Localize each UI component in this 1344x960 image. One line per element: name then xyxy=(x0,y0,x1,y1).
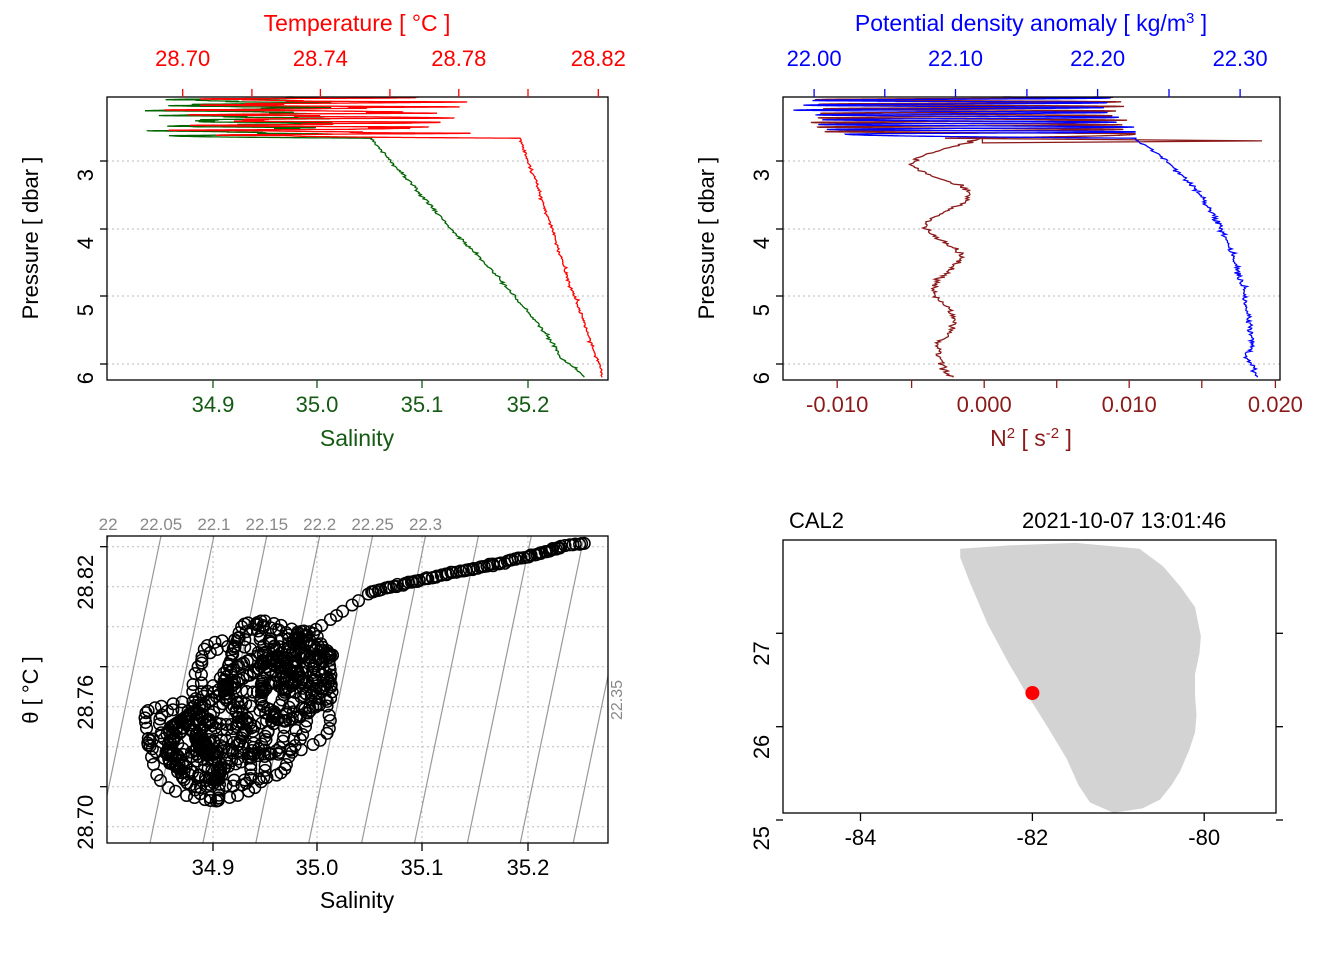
svg-text:28.70: 28.70 xyxy=(155,46,210,71)
svg-text:22.1: 22.1 xyxy=(197,515,230,534)
svg-text:22.20: 22.20 xyxy=(1070,46,1125,71)
svg-text:2021-10-07 13:01:46: 2021-10-07 13:01:46 xyxy=(1022,508,1226,533)
svg-text:22.10: 22.10 xyxy=(928,46,983,71)
svg-text:-80: -80 xyxy=(1188,825,1220,850)
svg-text:Salinity: Salinity xyxy=(320,887,395,913)
svg-text:35.0: 35.0 xyxy=(296,392,339,417)
svg-text:6: 6 xyxy=(749,372,774,384)
svg-text:22.3: 22.3 xyxy=(409,515,442,534)
svg-text:0.000: 0.000 xyxy=(957,392,1012,417)
svg-text:3: 3 xyxy=(73,169,98,181)
svg-text:35.1: 35.1 xyxy=(401,855,444,880)
svg-text:26: 26 xyxy=(749,735,774,759)
svg-text:34.9: 34.9 xyxy=(192,855,235,880)
svg-text:0.020: 0.020 xyxy=(1248,392,1303,417)
svg-text:Salinity: Salinity xyxy=(320,425,395,451)
svg-text:28.82: 28.82 xyxy=(73,555,98,610)
svg-text:22.30: 22.30 xyxy=(1213,46,1268,71)
svg-text:6: 6 xyxy=(73,372,98,384)
svg-text:34.9: 34.9 xyxy=(192,392,235,417)
svg-text:22.05: 22.05 xyxy=(140,515,183,534)
svg-text:-82: -82 xyxy=(1017,825,1049,850)
svg-text:22.15: 22.15 xyxy=(246,515,289,534)
svg-text:22.25: 22.25 xyxy=(351,515,394,534)
svg-text:35.1: 35.1 xyxy=(401,392,444,417)
svg-text:28.82: 28.82 xyxy=(571,46,626,71)
svg-text:-84: -84 xyxy=(845,825,877,850)
svg-text:4: 4 xyxy=(73,237,98,249)
svg-text:5: 5 xyxy=(73,304,98,316)
svg-text:Potential density anomaly [ kg: Potential density anomaly [ kg/m3 ] xyxy=(855,10,1207,37)
svg-text:4: 4 xyxy=(749,237,774,249)
svg-text:28.74: 28.74 xyxy=(293,46,348,71)
svg-text:22.00: 22.00 xyxy=(787,46,842,71)
svg-text:28.78: 28.78 xyxy=(431,46,486,71)
svg-text:5: 5 xyxy=(749,304,774,316)
svg-text:25: 25 xyxy=(749,826,774,850)
svg-text:N2 [ s-2 ]: N2 [ s-2 ] xyxy=(990,425,1072,452)
svg-text:Temperature [ °C ]: Temperature [ °C ] xyxy=(264,10,451,36)
svg-text:28.76: 28.76 xyxy=(73,675,98,730)
svg-text:35.2: 35.2 xyxy=(507,855,550,880)
svg-text:Pressure [ dbar ]: Pressure [ dbar ] xyxy=(694,157,719,320)
svg-text:35.0: 35.0 xyxy=(296,855,339,880)
svg-text:-0.010: -0.010 xyxy=(806,392,868,417)
svg-text:35.2: 35.2 xyxy=(507,392,550,417)
svg-text:Pressure [ dbar ]: Pressure [ dbar ] xyxy=(18,157,43,320)
svg-text:22: 22 xyxy=(99,515,118,534)
svg-text:θ [ °C ]: θ [ °C ] xyxy=(18,656,43,723)
svg-text:27: 27 xyxy=(749,641,774,665)
svg-text:22.35: 22.35 xyxy=(609,680,626,720)
svg-text:22.2: 22.2 xyxy=(303,515,336,534)
svg-text:0.010: 0.010 xyxy=(1102,392,1157,417)
svg-text:3: 3 xyxy=(749,169,774,181)
svg-text:CAL2: CAL2 xyxy=(789,508,844,533)
svg-text:28.70: 28.70 xyxy=(73,795,98,850)
